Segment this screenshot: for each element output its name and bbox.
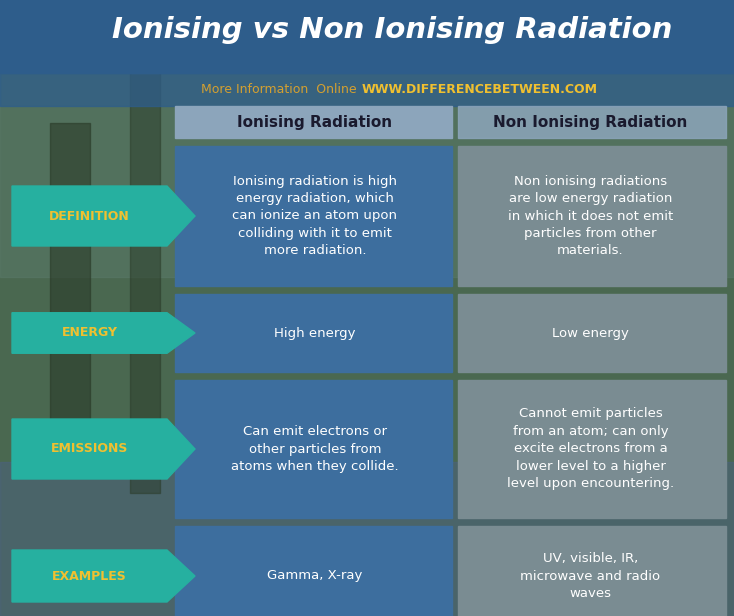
Text: EMISSIONS: EMISSIONS xyxy=(51,442,128,455)
Text: High energy: High energy xyxy=(275,326,356,339)
Bar xyxy=(0,0,734,73)
Text: UV, visible, IR,
microwave and radio
waves: UV, visible, IR, microwave and radio wav… xyxy=(520,552,661,600)
Bar xyxy=(175,106,452,138)
Bar xyxy=(458,294,726,372)
Polygon shape xyxy=(12,313,195,354)
Text: WWW.DIFFERENCEBETWEEN.COM: WWW.DIFFERENCEBETWEEN.COM xyxy=(362,83,598,96)
Text: Cannot emit particles
from an atom; can only
excite electrons from a
lower level: Cannot emit particles from an atom; can … xyxy=(507,408,674,490)
Text: Low energy: Low energy xyxy=(552,326,629,339)
Text: More Information  Online: More Information Online xyxy=(201,83,357,96)
Polygon shape xyxy=(12,550,195,602)
Bar xyxy=(175,294,452,372)
Text: Can emit electrons or
other particles from
atoms when they collide.: Can emit electrons or other particles fr… xyxy=(231,425,399,473)
Text: EXAMPLES: EXAMPLES xyxy=(52,570,127,583)
Bar xyxy=(175,526,452,616)
Bar xyxy=(458,146,726,286)
Bar xyxy=(458,380,726,518)
Bar xyxy=(175,380,452,518)
Text: ENERGY: ENERGY xyxy=(62,326,117,339)
Text: DEFINITION: DEFINITION xyxy=(49,209,130,222)
Bar xyxy=(175,146,452,286)
Text: Ionising Radiation: Ionising Radiation xyxy=(237,115,393,129)
Bar xyxy=(0,73,734,106)
Text: Non Ionising Radiation: Non Ionising Radiation xyxy=(493,115,688,129)
Bar xyxy=(458,106,726,138)
Text: Gamma, X-ray: Gamma, X-ray xyxy=(267,570,363,583)
Polygon shape xyxy=(12,186,195,246)
Bar xyxy=(458,526,726,616)
Text: Ionising vs Non Ionising Radiation: Ionising vs Non Ionising Radiation xyxy=(112,17,672,44)
Text: Ionising radiation is high
energy radiation, which
can ionize an atom upon
colli: Ionising radiation is high energy radiat… xyxy=(233,174,398,257)
Text: Non ionising radiations
are low energy radiation
in which it does not emit
parti: Non ionising radiations are low energy r… xyxy=(508,174,673,257)
Polygon shape xyxy=(12,419,195,479)
